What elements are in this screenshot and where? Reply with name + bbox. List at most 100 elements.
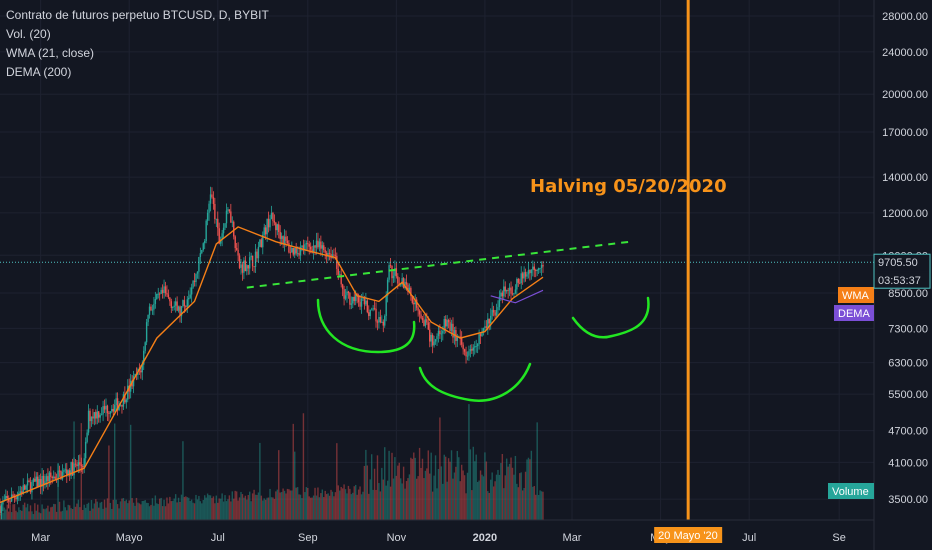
candle-body (157, 293, 159, 295)
volume-bar (169, 496, 171, 520)
volume-bar (63, 500, 65, 520)
volume-bar (356, 494, 358, 520)
candle-body (108, 413, 110, 414)
volume-bar (424, 470, 427, 520)
legend-title[interactable]: Contrato de futuros perpetuo BTCUSD, D, … (6, 8, 269, 22)
volume-bar (170, 501, 173, 520)
volume-bar (468, 404, 470, 520)
candle-body (84, 441, 87, 459)
candle-body (243, 260, 245, 273)
dema-badge[interactable]: DEMA (834, 305, 874, 321)
candle-body (218, 228, 220, 244)
candle-body (369, 309, 371, 317)
volume-bar (276, 489, 278, 520)
volume-bar (124, 501, 126, 520)
candle-body (215, 218, 218, 220)
wma-badge[interactable]: WMA (838, 287, 874, 303)
candle-body (318, 241, 321, 248)
volume-bar (122, 498, 125, 520)
candle-body (164, 286, 167, 294)
left-shoulder-drawing[interactable] (316, 298, 416, 354)
volume-bar (301, 498, 303, 520)
candle-body (294, 248, 296, 255)
candle-body (400, 284, 402, 286)
candle-body (264, 227, 267, 235)
candle-body (376, 321, 379, 323)
candle-body (343, 289, 345, 299)
volume-bar (314, 487, 316, 520)
volume-bar (307, 487, 309, 520)
x-tick-label: Mar (563, 532, 582, 544)
volume-bar (430, 452, 432, 520)
halving-date-badge[interactable]: 20 Mayo '20 (654, 527, 723, 543)
candle-body (526, 274, 528, 277)
volume-bar (309, 497, 312, 520)
legend-volume[interactable]: Vol. (20) (6, 27, 51, 41)
candle-body (132, 376, 135, 387)
x-tick-label: Sep (298, 532, 318, 544)
candle-body (519, 282, 521, 284)
volume-bar (384, 447, 386, 520)
dema-line (490, 289, 544, 304)
volume-bar (445, 456, 447, 520)
volume-bar (131, 498, 133, 520)
volume-badge[interactable]: Volume (828, 483, 874, 499)
candle-body (363, 298, 366, 305)
volume-bar (385, 485, 387, 520)
volume-bar (478, 480, 480, 520)
volume-bar (437, 468, 440, 520)
user-drawings[interactable] (246, 0, 690, 520)
candle-body (340, 274, 342, 285)
volume-bar (102, 508, 104, 520)
candle-body (190, 287, 193, 295)
legend-dema[interactable]: DEMA (200) (6, 65, 72, 79)
candle-body (272, 212, 274, 222)
candle-body (354, 294, 357, 302)
candle-body (357, 295, 360, 303)
volume-bar (440, 466, 443, 520)
legend-wma[interactable]: WMA (21, close) (6, 46, 95, 60)
countdown-badge[interactable]: 03:53:37 (874, 272, 930, 289)
candle-body (401, 278, 403, 285)
volume-bar (347, 485, 350, 520)
volume-bar (240, 491, 242, 520)
volume-bar (141, 501, 143, 520)
volume-bar (439, 417, 441, 520)
volume-bar (394, 457, 396, 520)
candle-body (386, 279, 389, 296)
volume-bar (228, 495, 231, 520)
candle-body (73, 463, 75, 476)
volume-bar (537, 494, 540, 520)
candle-body (50, 472, 52, 477)
candle-body (414, 299, 416, 305)
price-badge[interactable]: 9705.50 (874, 254, 930, 271)
volume-bar (129, 424, 132, 520)
volume-bar (113, 423, 116, 520)
candle-body (48, 472, 51, 482)
candle-body (394, 268, 396, 276)
y-tick-label: 28000.00 (882, 11, 928, 23)
right-shoulder-drawing[interactable] (571, 296, 650, 339)
volume-badge-bg (828, 483, 874, 499)
halving-annotation[interactable]: Halving 05/20/2020 (530, 176, 727, 197)
volume-bar (257, 492, 260, 520)
volume-bar (260, 495, 263, 520)
candle-body (426, 319, 428, 323)
candle-body (500, 292, 502, 297)
candle-body (440, 333, 443, 335)
candle-body (39, 479, 42, 487)
volume-bar (172, 500, 174, 520)
candle-body (494, 312, 496, 316)
volume-bar (401, 483, 403, 520)
volume-bar (212, 496, 215, 520)
candle-body (222, 227, 225, 234)
volume-bar (45, 508, 48, 520)
volume-bar (530, 450, 533, 520)
candle-body (134, 373, 136, 377)
head-drawing[interactable] (418, 362, 532, 402)
volume-bar (434, 455, 437, 520)
volume-bar (12, 504, 14, 520)
y-tick-label: 8500.00 (888, 288, 928, 300)
volume-bar (134, 505, 136, 520)
